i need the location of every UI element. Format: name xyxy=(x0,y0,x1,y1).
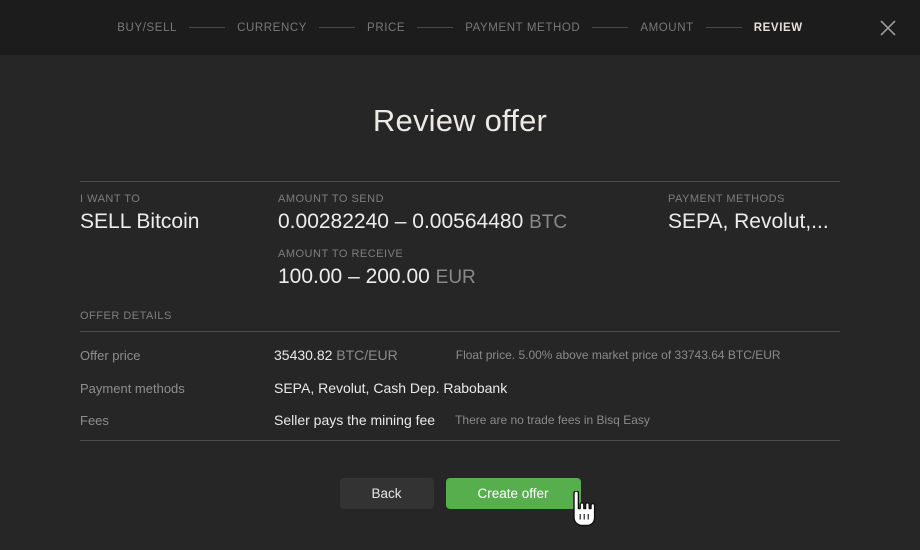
summary-amount-to-send-value: 0.00282240 – 0.00564480 BTC xyxy=(278,210,658,234)
close-icon-glyph xyxy=(880,20,896,36)
detail-key-offer-price: Offer price xyxy=(80,347,141,363)
offer-price-number: 35430.82 xyxy=(274,347,333,363)
amount-send-number: 0.00282240 – 0.00564480 xyxy=(278,210,524,233)
detail-key-payment-methods: Payment methods xyxy=(80,380,185,396)
review-offer-panel: Review offer I WANT TO SELL Bitcoin AMOU… xyxy=(0,55,920,550)
table-row: Payment methods SEPA, Revolut, Cash Dep.… xyxy=(80,376,840,400)
step-price[interactable]: PRICE xyxy=(367,21,406,34)
back-button[interactable]: Back xyxy=(339,478,434,509)
detail-value-offer-price: 35430.82 BTC/EUR xyxy=(274,347,398,363)
divider-bottom xyxy=(80,440,840,441)
offer-price-unit: BTC/EUR xyxy=(336,347,398,363)
summary-amount-to-receive-label: AMOUNT TO RECEIVE xyxy=(278,248,404,260)
summary-payment-methods-label: PAYMENT METHODS xyxy=(668,193,785,205)
detail-key-fees: Fees xyxy=(80,412,109,428)
summary-amount-to-send-label: AMOUNT TO SEND xyxy=(278,193,385,205)
close-icon[interactable] xyxy=(874,14,902,42)
summary-amount-to-send: AMOUNT TO SEND 0.00282240 – 0.00564480 B… xyxy=(278,193,658,234)
step-currency[interactable]: CURRENCY xyxy=(237,21,308,34)
divider-details xyxy=(80,331,840,332)
detail-value-payment-methods: SEPA, Revolut, Cash Dep. Rabobank xyxy=(274,380,508,396)
step-separator xyxy=(417,27,454,28)
step-separator xyxy=(705,27,742,28)
step-review[interactable]: REVIEW xyxy=(753,21,803,34)
step-separator xyxy=(319,27,356,28)
create-offer-button[interactable]: Create offer xyxy=(445,478,581,509)
amount-receive-number: 100.00 – 200.00 xyxy=(278,265,430,288)
summary-amounts: AMOUNT TO SEND 0.00282240 – 0.00564480 B… xyxy=(278,193,658,289)
summary-payment-methods-value: SEPA, Revolut,... xyxy=(668,210,829,233)
summary-payment-methods: PAYMENT METHODS SEPA, Revolut,... xyxy=(668,193,848,234)
table-row: Offer price 35430.82 BTC/EUR Float price… xyxy=(80,343,840,367)
step-separator xyxy=(592,27,629,28)
step-buy-sell[interactable]: BUY/SELL xyxy=(117,21,178,34)
step-amount[interactable]: AMOUNT xyxy=(640,21,694,34)
detail-value-fees: Seller pays the mining fee xyxy=(274,412,436,428)
detail-note-fees: There are no trade fees in Bisq Easy xyxy=(455,413,650,427)
offer-details-label: OFFER DETAILS xyxy=(80,310,172,322)
step-separator xyxy=(189,27,226,28)
summary-direction: I WANT TO SELL Bitcoin xyxy=(80,193,270,234)
action-buttons: Back Create offer xyxy=(0,478,920,509)
summary-amount-to-receive-value: 100.00 – 200.00 EUR xyxy=(278,265,658,289)
summary-direction-label: I WANT TO xyxy=(80,193,141,205)
offer-summary: I WANT TO SELL Bitcoin AMOUNT TO SEND 0.… xyxy=(80,193,840,313)
detail-note-offer-price: Float price. 5.00% above market price of… xyxy=(455,348,781,362)
wizard-header: BUY/SELL CURRENCY PRICE PAYMENT METHOD A… xyxy=(0,0,920,55)
divider-top xyxy=(80,181,840,182)
amount-send-unit: BTC xyxy=(529,212,568,233)
table-row: Fees Seller pays the mining fee There ar… xyxy=(80,408,840,432)
amount-receive-unit: EUR xyxy=(435,267,476,288)
page-title: Review offer xyxy=(372,103,548,138)
summary-direction-value: SELL Bitcoin xyxy=(80,210,200,233)
step-payment-method[interactable]: PAYMENT METHOD xyxy=(465,21,581,34)
step-progress-bar: BUY/SELL CURRENCY PRICE PAYMENT METHOD A… xyxy=(117,22,802,34)
summary-amount-to-receive: AMOUNT TO RECEIVE 100.00 – 200.00 EUR xyxy=(278,248,658,289)
